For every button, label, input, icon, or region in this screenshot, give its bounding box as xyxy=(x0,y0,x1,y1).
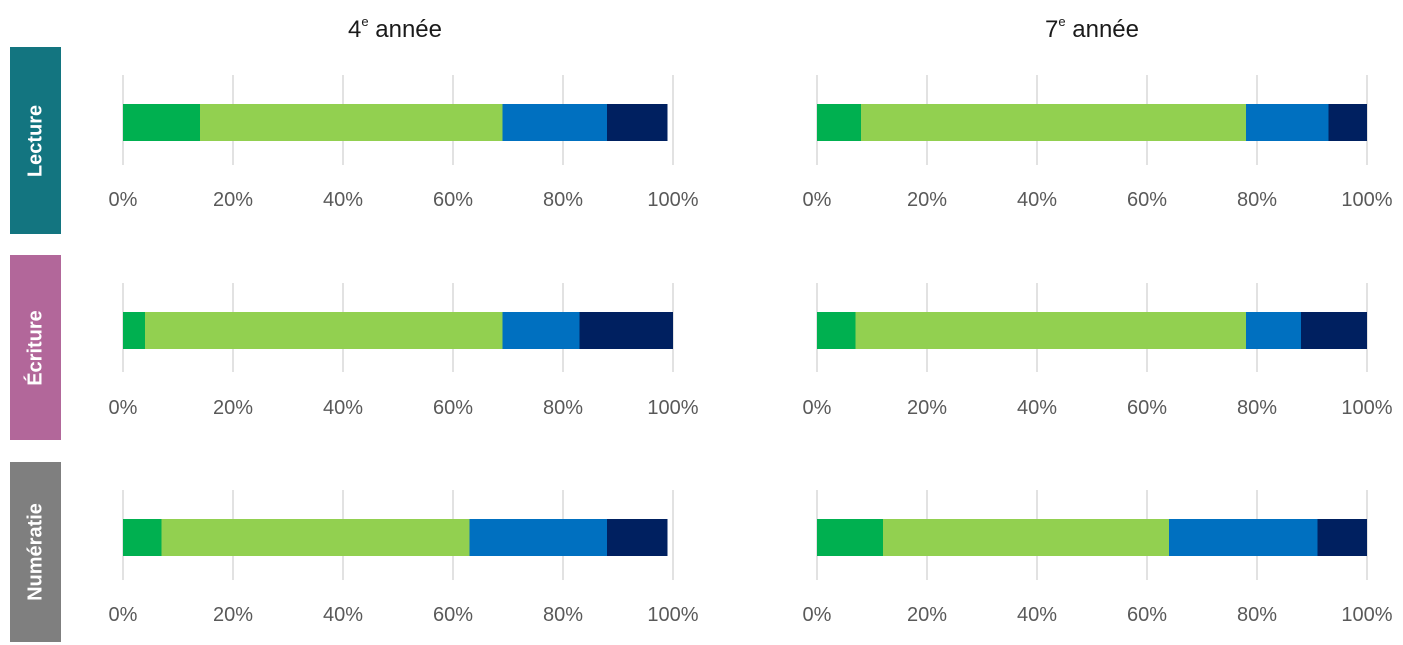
bar-segment xyxy=(1329,104,1368,141)
x-tick-label: 20% xyxy=(907,189,947,211)
bar-segment xyxy=(607,519,668,556)
x-tick-label: 20% xyxy=(213,189,253,211)
x-tick-label: 20% xyxy=(213,604,253,626)
x-tick-label: 60% xyxy=(433,189,473,211)
bar-segment xyxy=(123,519,162,556)
x-tick-label: 100% xyxy=(647,397,698,419)
bar-segment xyxy=(1246,104,1329,141)
bar-segment xyxy=(145,312,503,349)
x-tick-label: 80% xyxy=(543,397,583,419)
bar-segment xyxy=(503,104,608,141)
x-tick-label: 0% xyxy=(109,397,138,419)
bar-segment xyxy=(883,519,1169,556)
x-tick-label: 100% xyxy=(1341,397,1392,419)
bar-segment xyxy=(200,104,503,141)
x-tick-label: 40% xyxy=(323,604,363,626)
bar-segment xyxy=(580,312,674,349)
bar-segment xyxy=(123,312,145,349)
x-tick-label: 0% xyxy=(803,397,832,419)
x-tick-label: 80% xyxy=(1237,189,1277,211)
bar-segment xyxy=(1246,312,1301,349)
x-tick-label: 60% xyxy=(1127,604,1167,626)
x-tick-label: 40% xyxy=(1017,397,1057,419)
x-tick-label: 80% xyxy=(543,604,583,626)
bar-segment xyxy=(123,104,200,141)
x-tick-label: 20% xyxy=(907,604,947,626)
x-tick-label: 60% xyxy=(1127,397,1167,419)
bar-segment xyxy=(856,312,1247,349)
x-tick-label: 80% xyxy=(543,189,583,211)
bar-segment xyxy=(861,104,1246,141)
bar-segment xyxy=(162,519,470,556)
bar-segment xyxy=(470,519,608,556)
x-tick-label: 60% xyxy=(1127,189,1167,211)
x-tick-label: 0% xyxy=(109,604,138,626)
bar-segment xyxy=(817,519,883,556)
x-tick-label: 100% xyxy=(647,189,698,211)
x-tick-label: 80% xyxy=(1237,604,1277,626)
bar-segment xyxy=(817,104,861,141)
x-tick-label: 40% xyxy=(1017,604,1057,626)
bar-segment xyxy=(503,312,580,349)
bar-segment xyxy=(817,312,856,349)
x-tick-label: 60% xyxy=(433,604,473,626)
x-tick-label: 80% xyxy=(1237,397,1277,419)
x-tick-label: 100% xyxy=(1341,189,1392,211)
bar-segment xyxy=(607,104,668,141)
bar-segment xyxy=(1169,519,1318,556)
x-tick-label: 40% xyxy=(323,397,363,419)
x-tick-label: 0% xyxy=(109,189,138,211)
x-tick-label: 20% xyxy=(213,397,253,419)
x-tick-label: 20% xyxy=(907,397,947,419)
x-tick-label: 60% xyxy=(433,397,473,419)
x-tick-label: 100% xyxy=(647,604,698,626)
x-tick-label: 0% xyxy=(803,604,832,626)
bar-segment xyxy=(1301,312,1367,349)
x-tick-label: 40% xyxy=(1017,189,1057,211)
bar-segment xyxy=(1318,519,1368,556)
x-tick-label: 40% xyxy=(323,189,363,211)
x-tick-label: 100% xyxy=(1341,604,1392,626)
x-tick-label: 0% xyxy=(803,189,832,211)
